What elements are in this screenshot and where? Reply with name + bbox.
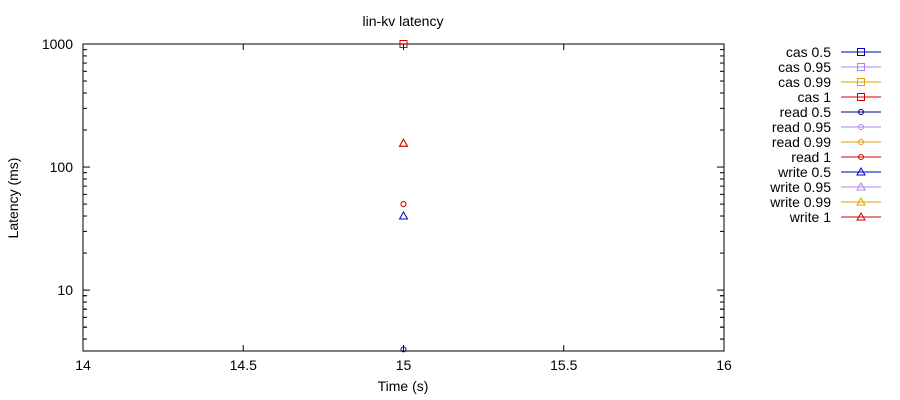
y-axis: 10 100 1000	[42, 36, 724, 340]
data-points	[398, 40, 409, 353]
legend-marker-read-0-99	[858, 139, 864, 145]
chart-title: lin-kv latency	[363, 13, 444, 29]
legend-marker-write-1	[856, 211, 866, 221]
x-tick-label: 15.5	[550, 357, 577, 373]
plot-area-frame	[82, 43, 725, 352]
data-point-write-0-99	[398, 138, 409, 147]
legend-label-cas-1: cas 1	[798, 89, 832, 105]
y-axis-label: Latency (ms)	[5, 158, 21, 239]
data-point-read-0-5	[400, 346, 407, 353]
legend-label-write-0-99: write 0.99	[769, 194, 831, 210]
legend-marker-cas-0-99	[857, 78, 865, 86]
legend-marker-read-1	[858, 154, 864, 160]
legend-marker-write-0-95	[856, 181, 866, 191]
legend-marker-write-0-5	[856, 166, 866, 176]
data-point-write-0-95	[398, 138, 409, 147]
x-tick-label: 16	[716, 357, 732, 373]
legend-label-write-1: write 1	[789, 209, 831, 225]
data-point-cas-1	[399, 40, 408, 48]
legend-marker-read-0-95	[858, 124, 864, 130]
x-axis-label: Time (s)	[378, 378, 429, 394]
legend-label-read-0-95: read 0.95	[772, 119, 831, 135]
data-point-write-1	[398, 138, 409, 147]
data-point-write-0-5	[398, 211, 409, 220]
x-tick-label: 14.5	[230, 357, 257, 373]
legend-marker-cas-1	[857, 93, 865, 101]
y-tick-label: 1000	[42, 36, 73, 52]
y-tick-label: 100	[50, 159, 74, 175]
legend-marker-cas-0-5	[857, 48, 865, 56]
legend-label-cas-0-95: cas 0.95	[778, 59, 831, 75]
legend-label-read-0-99: read 0.99	[772, 134, 831, 150]
legend-marker-write-0-99	[856, 196, 866, 206]
legend-label-read-0-5: read 0.5	[780, 104, 832, 120]
legend-label-read-1: read 1	[791, 149, 831, 165]
legend-label-write-0-5: write 0.5	[777, 164, 831, 180]
y-tick-label: 10	[57, 282, 73, 298]
x-axis: 14 14.5 15 15.5 16	[75, 44, 732, 373]
legend-label-cas-0-99: cas 0.99	[778, 74, 831, 90]
legend-label-cas-0-5: cas 0.5	[786, 44, 831, 60]
data-point-read-1	[400, 201, 407, 208]
legend-marker-cas-0-95	[857, 63, 865, 71]
x-tick-label: 15	[396, 357, 412, 373]
legend-marker-read-0-5	[858, 109, 864, 115]
legend-label-write-0-95: write 0.95	[769, 179, 831, 195]
x-tick-label: 14	[75, 357, 91, 373]
